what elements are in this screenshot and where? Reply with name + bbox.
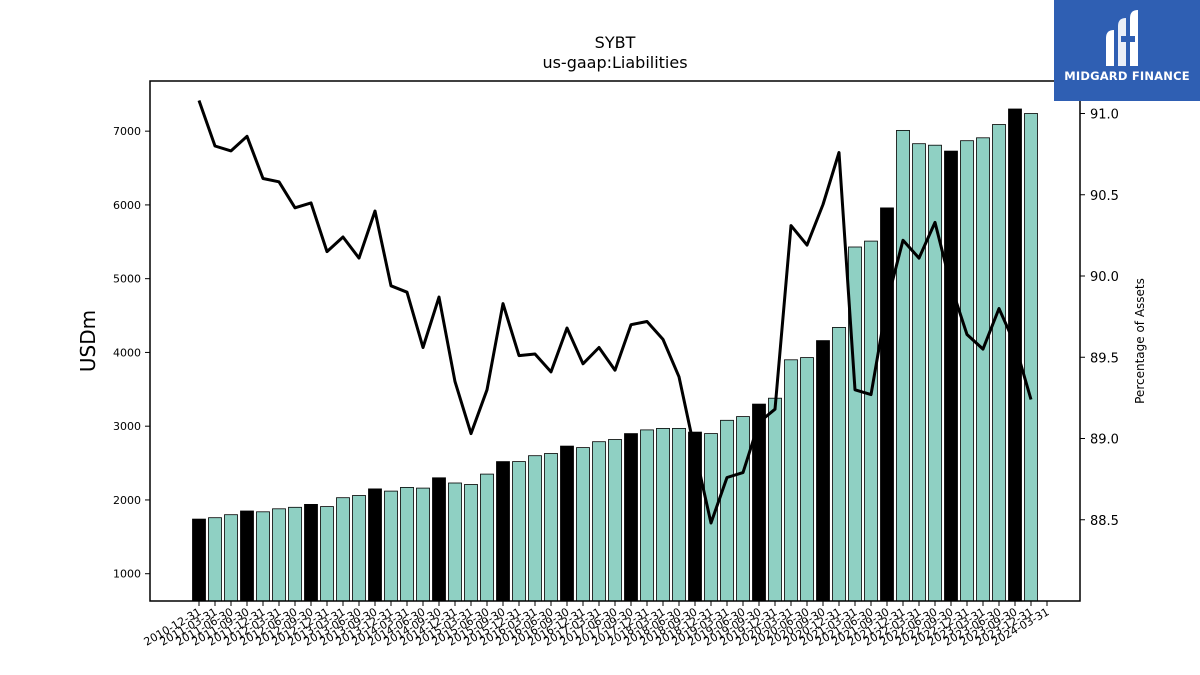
bar-2019-06-30 (736, 416, 750, 602)
chart-subtitle: us-gaap:Liabilities (542, 53, 687, 72)
y-axis-label: USDm (76, 310, 100, 372)
bar-2012-12-31 (320, 506, 334, 602)
line-series (197, 100, 1033, 525)
bar-2012-03-31 (272, 508, 286, 602)
bar-2023-12-31 (1024, 113, 1038, 602)
brand-name: MIDGARD FINANCE (1064, 69, 1190, 83)
bar-2011-12-31 (256, 511, 270, 602)
y2-axis-ticks: 88.5 89.0 89.5 90.0 90.5 91.0 (1080, 108, 1119, 529)
bar-2011-09-30 (240, 510, 254, 602)
bar-2016-12-31 (576, 447, 590, 602)
y2-tick-label: 89.5 (1090, 351, 1119, 366)
bar-2013-03-31 (336, 497, 350, 602)
bar-series (192, 108, 1038, 602)
y2-tick-label: 89.0 (1090, 433, 1119, 448)
bar-2011-06-30 (224, 514, 238, 602)
bar-2016-09-30 (560, 445, 574, 602)
bar-2016-03-31 (528, 455, 542, 602)
bar-2018-03-31 (656, 427, 670, 602)
y-tick-label: 7000 (113, 125, 141, 138)
bar-2014-03-31 (400, 486, 414, 602)
bar-2013-12-31 (384, 490, 398, 602)
bar-2017-12-31 (640, 429, 654, 602)
bar-2021-09-30 (880, 207, 894, 602)
bar-2010-12-31 (192, 518, 206, 602)
bar-2019-12-31 (768, 397, 782, 602)
y2-tick-label: 90.0 (1090, 270, 1119, 285)
bar-2017-06-30 (608, 439, 622, 602)
y-tick-label: 3000 (113, 420, 141, 433)
bar-2020-09-30 (816, 340, 830, 602)
y2-axis-label: Percentage of Assets (1133, 278, 1147, 404)
bar-2023-03-31 (976, 137, 990, 602)
bar-2013-09-30 (368, 488, 382, 602)
bar-2015-09-30 (496, 461, 510, 602)
bar-2018-06-30 (672, 427, 686, 602)
bar-2017-09-30 (624, 433, 638, 602)
y-tick-label: 1000 (113, 568, 141, 581)
chart-title: SYBT (595, 33, 636, 52)
bar-2015-12-31 (512, 461, 526, 602)
y2-tick-label: 88.5 (1090, 514, 1119, 529)
bar-2014-09-30 (432, 477, 446, 602)
y-tick-label: 4000 (113, 346, 141, 359)
bar-2020-06-30 (800, 357, 814, 602)
y2-tick-label: 91.0 (1090, 108, 1119, 123)
bar-2012-06-30 (288, 506, 302, 602)
bar-2023-06-30 (992, 124, 1006, 602)
bar-2022-03-31 (912, 143, 926, 602)
y-tick-label: 2000 (113, 494, 141, 507)
bar-2022-12-31 (960, 140, 974, 602)
bar-2014-06-30 (416, 487, 430, 602)
x-axis-ticks: 2010-12-312011-03-312011-06-302011-09-30… (142, 601, 1052, 649)
pct-of-assets-line (197, 100, 1033, 525)
bar-2019-03-31 (720, 419, 734, 602)
bar-2011-03-31 (208, 517, 222, 602)
bar-2015-06-30 (480, 473, 494, 602)
bar-2017-03-31 (592, 441, 606, 602)
bar-2014-12-31 (448, 482, 462, 602)
bar-2012-09-30 (304, 503, 318, 602)
bar-2013-06-30 (352, 495, 366, 602)
bar-2022-06-30 (928, 144, 942, 602)
bar-2021-06-30 (864, 240, 878, 602)
bar-2016-06-30 (544, 453, 558, 602)
midgard-logo-icon (1106, 10, 1138, 66)
y-tick-label: 6000 (113, 199, 141, 212)
brand-logo: MIDGARD FINANCE (1054, 0, 1200, 101)
bar-2021-12-31 (896, 129, 910, 602)
y-tick-label: 5000 (113, 273, 141, 286)
bar-2020-03-31 (784, 359, 798, 602)
bar-2022-09-30 (944, 150, 958, 602)
plot-frame (149, 80, 1081, 602)
bar-2020-12-31 (832, 326, 846, 602)
y2-tick-label: 90.5 (1090, 189, 1119, 204)
bar-2015-03-31 (464, 484, 478, 602)
y-axis-ticks: 1000 2000 3000 4000 5000 6000 7000 (113, 125, 150, 581)
